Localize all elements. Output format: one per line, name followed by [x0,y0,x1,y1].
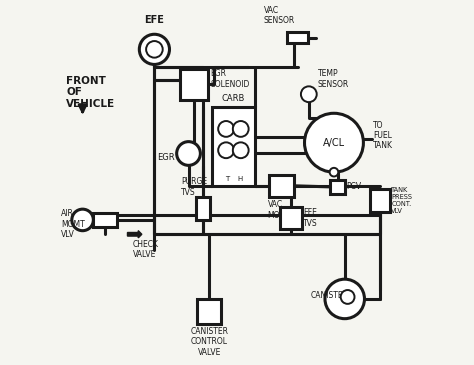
Text: PURGE
TVS: PURGE TVS [182,177,208,197]
Circle shape [325,279,365,319]
Bar [196,197,210,220]
Circle shape [304,113,364,172]
Text: CHECK
VALVE: CHECK VALVE [133,240,159,259]
Text: H: H [237,176,243,182]
Circle shape [301,87,317,102]
Bar [287,32,308,43]
Bar [269,175,294,197]
Bar [280,207,301,229]
Text: AIR
MGMT
VLV: AIR MGMT VLV [61,209,85,239]
Text: EGR: EGR [157,153,175,162]
Circle shape [72,209,93,231]
Bar [198,299,221,324]
Text: TEMP
SENSOR: TEMP SENSOR [318,69,349,89]
Circle shape [218,142,234,158]
Text: T: T [225,176,229,182]
Circle shape [341,290,355,304]
Circle shape [233,121,249,137]
Bar [330,180,345,194]
Bar [370,189,390,212]
Bar [212,107,255,186]
Text: CANISTER: CANISTER [310,291,348,300]
Text: PCV: PCV [346,182,362,191]
Circle shape [233,142,249,158]
Text: EFE
TVS: EFE TVS [303,208,318,228]
Text: TANK
PRESS
CONT.
VLV: TANK PRESS CONT. VLV [392,187,412,214]
Text: CARB: CARB [222,94,245,103]
Circle shape [139,34,170,65]
Text: VAC
SENSOR: VAC SENSOR [264,5,295,25]
Circle shape [177,142,201,165]
Bar [180,69,208,100]
Circle shape [146,41,163,58]
Text: VAC
MOTOR: VAC MOTOR [267,200,296,220]
Text: FRONT
OF
VEHICLE: FRONT OF VEHICLE [66,76,116,109]
Text: CANISTER
CONTROL
VALVE: CANISTER CONTROL VALVE [190,327,228,357]
Text: TO
FUEL
TANK: TO FUEL TANK [374,121,393,150]
FancyArrow shape [128,231,142,238]
Text: EGR
SOLENOID: EGR SOLENOID [210,69,249,88]
Bar [93,213,117,227]
Text: EFE: EFE [145,15,164,25]
Circle shape [218,121,234,137]
Text: A/CL: A/CL [323,138,345,148]
Circle shape [329,168,338,176]
